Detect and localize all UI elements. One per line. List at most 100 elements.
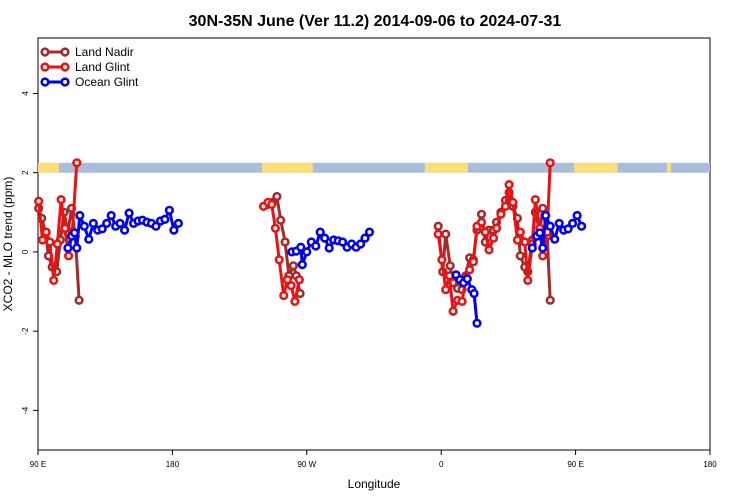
legend-marker [60, 47, 70, 57]
series-ocean-glint [63, 205, 587, 328]
data-point [457, 296, 467, 307]
data-point [320, 233, 330, 243]
legend-marker [40, 62, 50, 72]
legend-label: Ocean Glint [75, 75, 139, 89]
data-point [296, 242, 306, 252]
data-point [504, 180, 514, 190]
data-point [515, 227, 525, 237]
data-point [115, 218, 125, 228]
data-point [63, 243, 73, 253]
y-tick-label: 0 [21, 249, 30, 254]
data-point [545, 158, 555, 168]
data-point [523, 275, 533, 286]
land-band-segment [38, 162, 59, 173]
data-point [56, 195, 66, 205]
data-point [280, 237, 290, 247]
data-point [491, 223, 502, 233]
data-point [472, 318, 482, 328]
land-band-segment [424, 162, 469, 173]
series-layer [34, 158, 587, 328]
data-point [276, 215, 286, 225]
data-point [84, 234, 94, 244]
data-point [324, 243, 334, 253]
data-point [488, 233, 499, 243]
data-point [288, 261, 299, 271]
legend-marker [40, 47, 50, 57]
y-tick-label: -2 [21, 327, 30, 335]
data-point [356, 239, 366, 249]
x-tick-label: 180 [703, 460, 717, 469]
data-point [34, 196, 44, 206]
data-point [469, 288, 479, 299]
data-point [41, 227, 51, 237]
data-point [465, 265, 475, 275]
series-land-glint [34, 158, 555, 316]
data-point [72, 243, 82, 253]
data-point [468, 257, 478, 267]
legend-label: Land Nadir [75, 45, 134, 59]
data-point [538, 203, 548, 213]
data-point [433, 221, 443, 231]
data-point [274, 255, 284, 265]
data-point [173, 218, 183, 228]
data-point [160, 214, 170, 224]
data-point [530, 195, 540, 205]
x-tick-label: 90 E [30, 460, 46, 469]
data-point [270, 223, 281, 233]
legend-marker [60, 62, 70, 72]
data-point [433, 229, 443, 239]
data-point [515, 251, 525, 261]
legend-marker [40, 77, 50, 87]
legend-item: Land Glint [40, 60, 130, 74]
surface-band [38, 162, 710, 173]
data-point [462, 274, 472, 284]
data-point [60, 223, 70, 233]
data-point [538, 243, 548, 253]
data-point [315, 227, 325, 237]
data-point [88, 218, 98, 228]
data-point [441, 229, 451, 239]
data-point [541, 210, 551, 221]
axes: 90 E 180 90 W 0 90 E 180 -4 -2 0 2 4 [21, 91, 717, 469]
data-point [75, 210, 85, 221]
data-point [512, 235, 523, 245]
legend-item: Ocean Glint [40, 75, 139, 89]
data-point [448, 306, 458, 316]
data-point [567, 218, 578, 228]
data-point [164, 205, 174, 215]
data-point [520, 237, 530, 247]
data-point [49, 275, 59, 286]
data-point [476, 209, 487, 219]
data-point [286, 281, 296, 291]
land-band-segment [262, 162, 313, 173]
data-point [550, 234, 560, 244]
data-point [576, 221, 587, 231]
ocean-band [38, 162, 710, 173]
data-point [364, 227, 375, 237]
data-point [124, 208, 134, 218]
data-point [441, 285, 451, 295]
x-tick-label: 180 [166, 460, 180, 469]
data-point [496, 209, 506, 219]
data-point [63, 251, 74, 261]
data-point [484, 245, 494, 255]
y-tick-label: 4 [21, 91, 30, 96]
x-tick-label: 0 [439, 460, 444, 469]
data-point [74, 295, 84, 305]
data-point [545, 295, 555, 305]
data-point [538, 251, 548, 261]
legend-label: Land Glint [75, 60, 130, 74]
y-tick-label: 2 [21, 170, 30, 175]
data-point [106, 210, 116, 221]
data-point [272, 191, 282, 202]
data-point [311, 241, 321, 251]
data-point [279, 290, 289, 301]
plot-frame [37, 37, 711, 451]
data-point [302, 247, 312, 257]
data-point [445, 261, 455, 271]
data-point [169, 225, 179, 235]
data-point [535, 228, 545, 238]
data-point [437, 255, 447, 265]
